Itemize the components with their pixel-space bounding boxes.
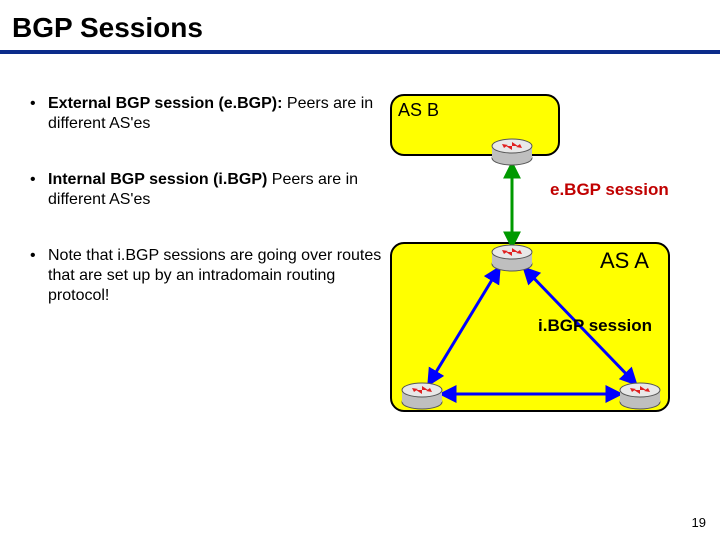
- ebgp-label: e.BGP session: [550, 180, 669, 200]
- diagram: AS B AS A e.BGP session i.BGP session: [390, 94, 690, 424]
- bullet-2: Internal BGP session (i.BGP) Peers are i…: [30, 170, 390, 210]
- bullet-1: External BGP session (e.BGP): Peers are …: [30, 94, 390, 134]
- router-br: [618, 382, 662, 410]
- links-svg: [390, 94, 690, 424]
- ibgp-label: i.BGP session: [538, 316, 652, 336]
- bullet-2-bold: Internal BGP session (i.BGP): [48, 171, 267, 188]
- bullet-1-bold: External BGP session (e.BGP):: [48, 95, 282, 112]
- bullet-list: External BGP session (e.BGP): Peers are …: [30, 94, 390, 424]
- router-bl: [400, 382, 444, 410]
- bullet-3: Note that i.BGP sessions are going over …: [30, 246, 390, 306]
- router-top: [490, 138, 534, 166]
- ibgp-link-1: [430, 270, 498, 382]
- page-number: 19: [692, 515, 706, 530]
- slide-title: BGP Sessions: [0, 0, 720, 50]
- bullet-3-rest: Note that i.BGP sessions are going over …: [48, 247, 381, 304]
- router-mid: [490, 244, 534, 272]
- content-area: External BGP session (e.BGP): Peers are …: [0, 54, 720, 424]
